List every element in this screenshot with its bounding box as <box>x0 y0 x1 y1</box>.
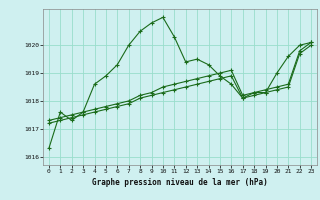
X-axis label: Graphe pression niveau de la mer (hPa): Graphe pression niveau de la mer (hPa) <box>92 178 268 187</box>
